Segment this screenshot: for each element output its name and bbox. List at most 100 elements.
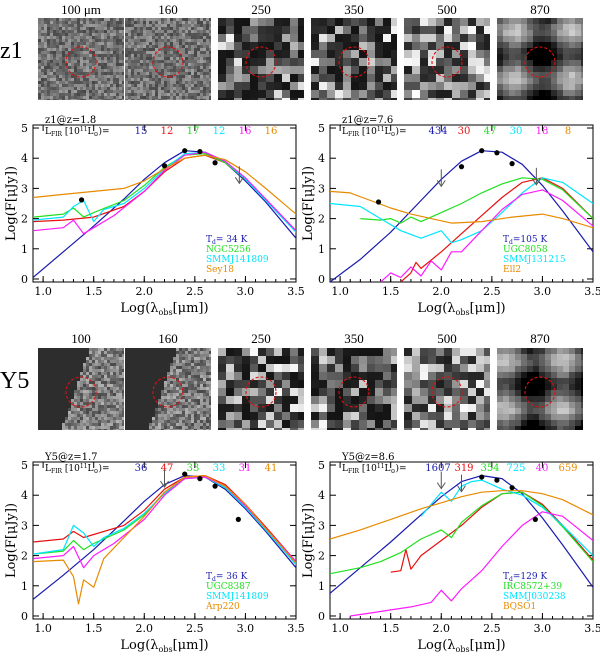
photometry-point <box>182 148 188 154</box>
photometry-point <box>479 474 485 480</box>
x-tick-label: 3.5 <box>584 285 600 298</box>
lfir-value: 1607 <box>425 463 450 474</box>
photometry-point <box>212 483 218 489</box>
x-tick-label: 1.5 <box>382 285 400 298</box>
x-axis-label: Log(λobs[μm]) <box>417 638 505 654</box>
lfir-value: 17 <box>187 126 200 137</box>
legend-entry: Arp220 <box>205 602 240 612</box>
sed-model-line <box>33 151 296 233</box>
cutout-band-label: 160 <box>158 2 178 17</box>
cutout-image <box>218 18 304 100</box>
legend-entry: Ell2 <box>503 265 521 275</box>
upper-limit-arrowhead <box>436 180 446 188</box>
sed-model-line <box>380 189 593 282</box>
source-aperture-circle <box>152 46 184 78</box>
panel-title: z1@z=1.8 <box>45 115 96 126</box>
x-tick-label: 3.5 <box>287 285 305 298</box>
source-aperture-circle <box>65 46 97 78</box>
source-aperture-circle <box>338 46 370 78</box>
x-tick-label: 2.5 <box>483 285 501 298</box>
section-label-z1: z1 <box>0 38 23 64</box>
cutout-image <box>38 18 124 100</box>
y-tick-label: 0 <box>318 610 325 623</box>
lfir-value: 659 <box>558 463 577 474</box>
y-tick-label: 3 <box>21 182 28 195</box>
y-tick-label: 4 <box>21 489 28 502</box>
sed-model-line <box>420 479 593 557</box>
sed-model-line <box>400 177 593 282</box>
sed-model-line <box>33 475 296 605</box>
photometry-point <box>235 516 241 522</box>
photometry-point <box>161 163 168 169</box>
sed-model-line <box>33 151 296 235</box>
sed-model-line <box>390 491 593 573</box>
cutout-band-label: 870 <box>530 331 550 346</box>
y-tick-label: 0 <box>21 273 28 286</box>
legend-entry: BQSO1 <box>503 602 536 612</box>
upper-limit-arrowhead <box>160 480 169 489</box>
lfir-value: 33 <box>213 463 226 474</box>
x-tick-label: 3.0 <box>534 285 552 298</box>
sed-model-line <box>330 491 593 575</box>
lfir-value: 16 <box>239 126 252 137</box>
source-aperture-circle <box>524 376 556 408</box>
sed-model-line <box>330 190 593 229</box>
model-curves <box>330 150 593 282</box>
lfir-value: 30 <box>510 126 523 137</box>
model-curves <box>33 475 296 605</box>
y-tick-label: 1 <box>21 243 28 256</box>
x-axis-label: Log(λobs[μm]) <box>417 301 505 317</box>
y-tick-label: 4 <box>318 152 325 165</box>
sed-model-line <box>33 476 296 566</box>
lfir-value: 18 <box>536 126 549 137</box>
source-aperture-circle <box>245 376 277 408</box>
x-tick-label: 3.0 <box>237 285 255 298</box>
legend-entry: Td=105 K <box>503 235 547 246</box>
x-tick-label: 1.5 <box>382 622 400 635</box>
photometry-point <box>458 164 465 170</box>
lfir-label: LFIR [1011L⊙)= <box>45 463 110 475</box>
x-tick-label: 2.0 <box>136 285 154 298</box>
cutout-band-label: 350 <box>344 331 364 346</box>
y-tick-label: 2 <box>21 213 28 226</box>
photometry-point <box>182 471 188 477</box>
lfir-value: 12 <box>161 126 174 137</box>
sed-model-line <box>330 150 593 282</box>
lfir-value: 33 <box>187 463 200 474</box>
cutout-image <box>218 348 304 430</box>
y-tick-label: 5 <box>21 459 28 472</box>
sed-panel: 1.0 1.5 2.0 2.5 3.0 3.5 0 1 2 3 4 5 Log(λobs[μm]) Log… <box>301 115 600 317</box>
cutout-image <box>311 348 397 430</box>
model-curves <box>330 475 593 617</box>
source-aperture-circle <box>431 46 463 78</box>
sed-model-line <box>330 490 593 540</box>
x-axis-label: Log(λobs[μm]) <box>120 638 208 654</box>
x-tick-label: 1.0 <box>34 622 52 635</box>
x-tick-label: 3.0 <box>237 622 255 635</box>
cutout-image <box>404 18 490 100</box>
sed-model-line <box>350 511 593 617</box>
lfir-value: 725 <box>506 463 525 474</box>
y-axis-label: Log(F[μJy]) <box>4 503 19 578</box>
legend-entry: Td= 36 K <box>206 572 248 583</box>
cutout-band-label: 100 μm <box>61 2 101 17</box>
lfir-value: 319 <box>454 463 473 474</box>
lfir-value: 354 <box>480 463 499 474</box>
x-tick-label: 1.5 <box>85 285 103 298</box>
x-tick-label: 3.5 <box>584 622 600 635</box>
x-tick-label: 3.5 <box>287 622 305 635</box>
legend-entry: NGC5256 <box>206 245 251 255</box>
x-tick-label: 2.5 <box>186 285 204 298</box>
photometry-point <box>78 197 85 203</box>
source-aperture-circle <box>524 46 556 78</box>
y-tick-label: 1 <box>21 580 28 593</box>
cutout-band-label: 350 <box>344 2 364 17</box>
cutout-band-label: 500 <box>437 331 457 346</box>
panel-title: z1@z=7.6 <box>342 115 393 126</box>
photometry-point <box>509 161 515 167</box>
x-tick-label: 1.0 <box>331 285 349 298</box>
lfir-value: 31 <box>239 463 252 474</box>
photometry-point <box>197 476 203 482</box>
upper-limit-arrowhead <box>531 178 541 186</box>
y-tick-label: 2 <box>318 550 325 563</box>
